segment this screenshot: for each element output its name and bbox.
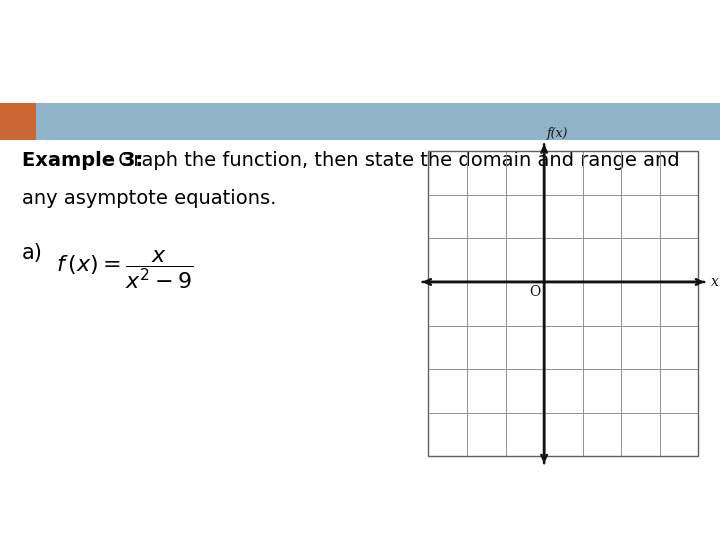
Text: x: x bbox=[711, 275, 719, 289]
Text: a): a) bbox=[22, 243, 42, 263]
Text: $f\,(x)=\dfrac{x}{x^2-9}$: $f\,(x)=\dfrac{x}{x^2-9}$ bbox=[56, 248, 194, 291]
Text: Example 3:: Example 3: bbox=[22, 151, 143, 170]
Text: any asymptote equations.: any asymptote equations. bbox=[22, 189, 276, 208]
Bar bbox=[0, 103, 36, 140]
Bar bbox=[428, 151, 698, 456]
Bar bbox=[0, 103, 720, 140]
Text: O: O bbox=[529, 285, 541, 299]
Text: f(x): f(x) bbox=[546, 127, 567, 140]
Text: Graph the function, then state the domain and range and: Graph the function, then state the domai… bbox=[112, 151, 680, 170]
